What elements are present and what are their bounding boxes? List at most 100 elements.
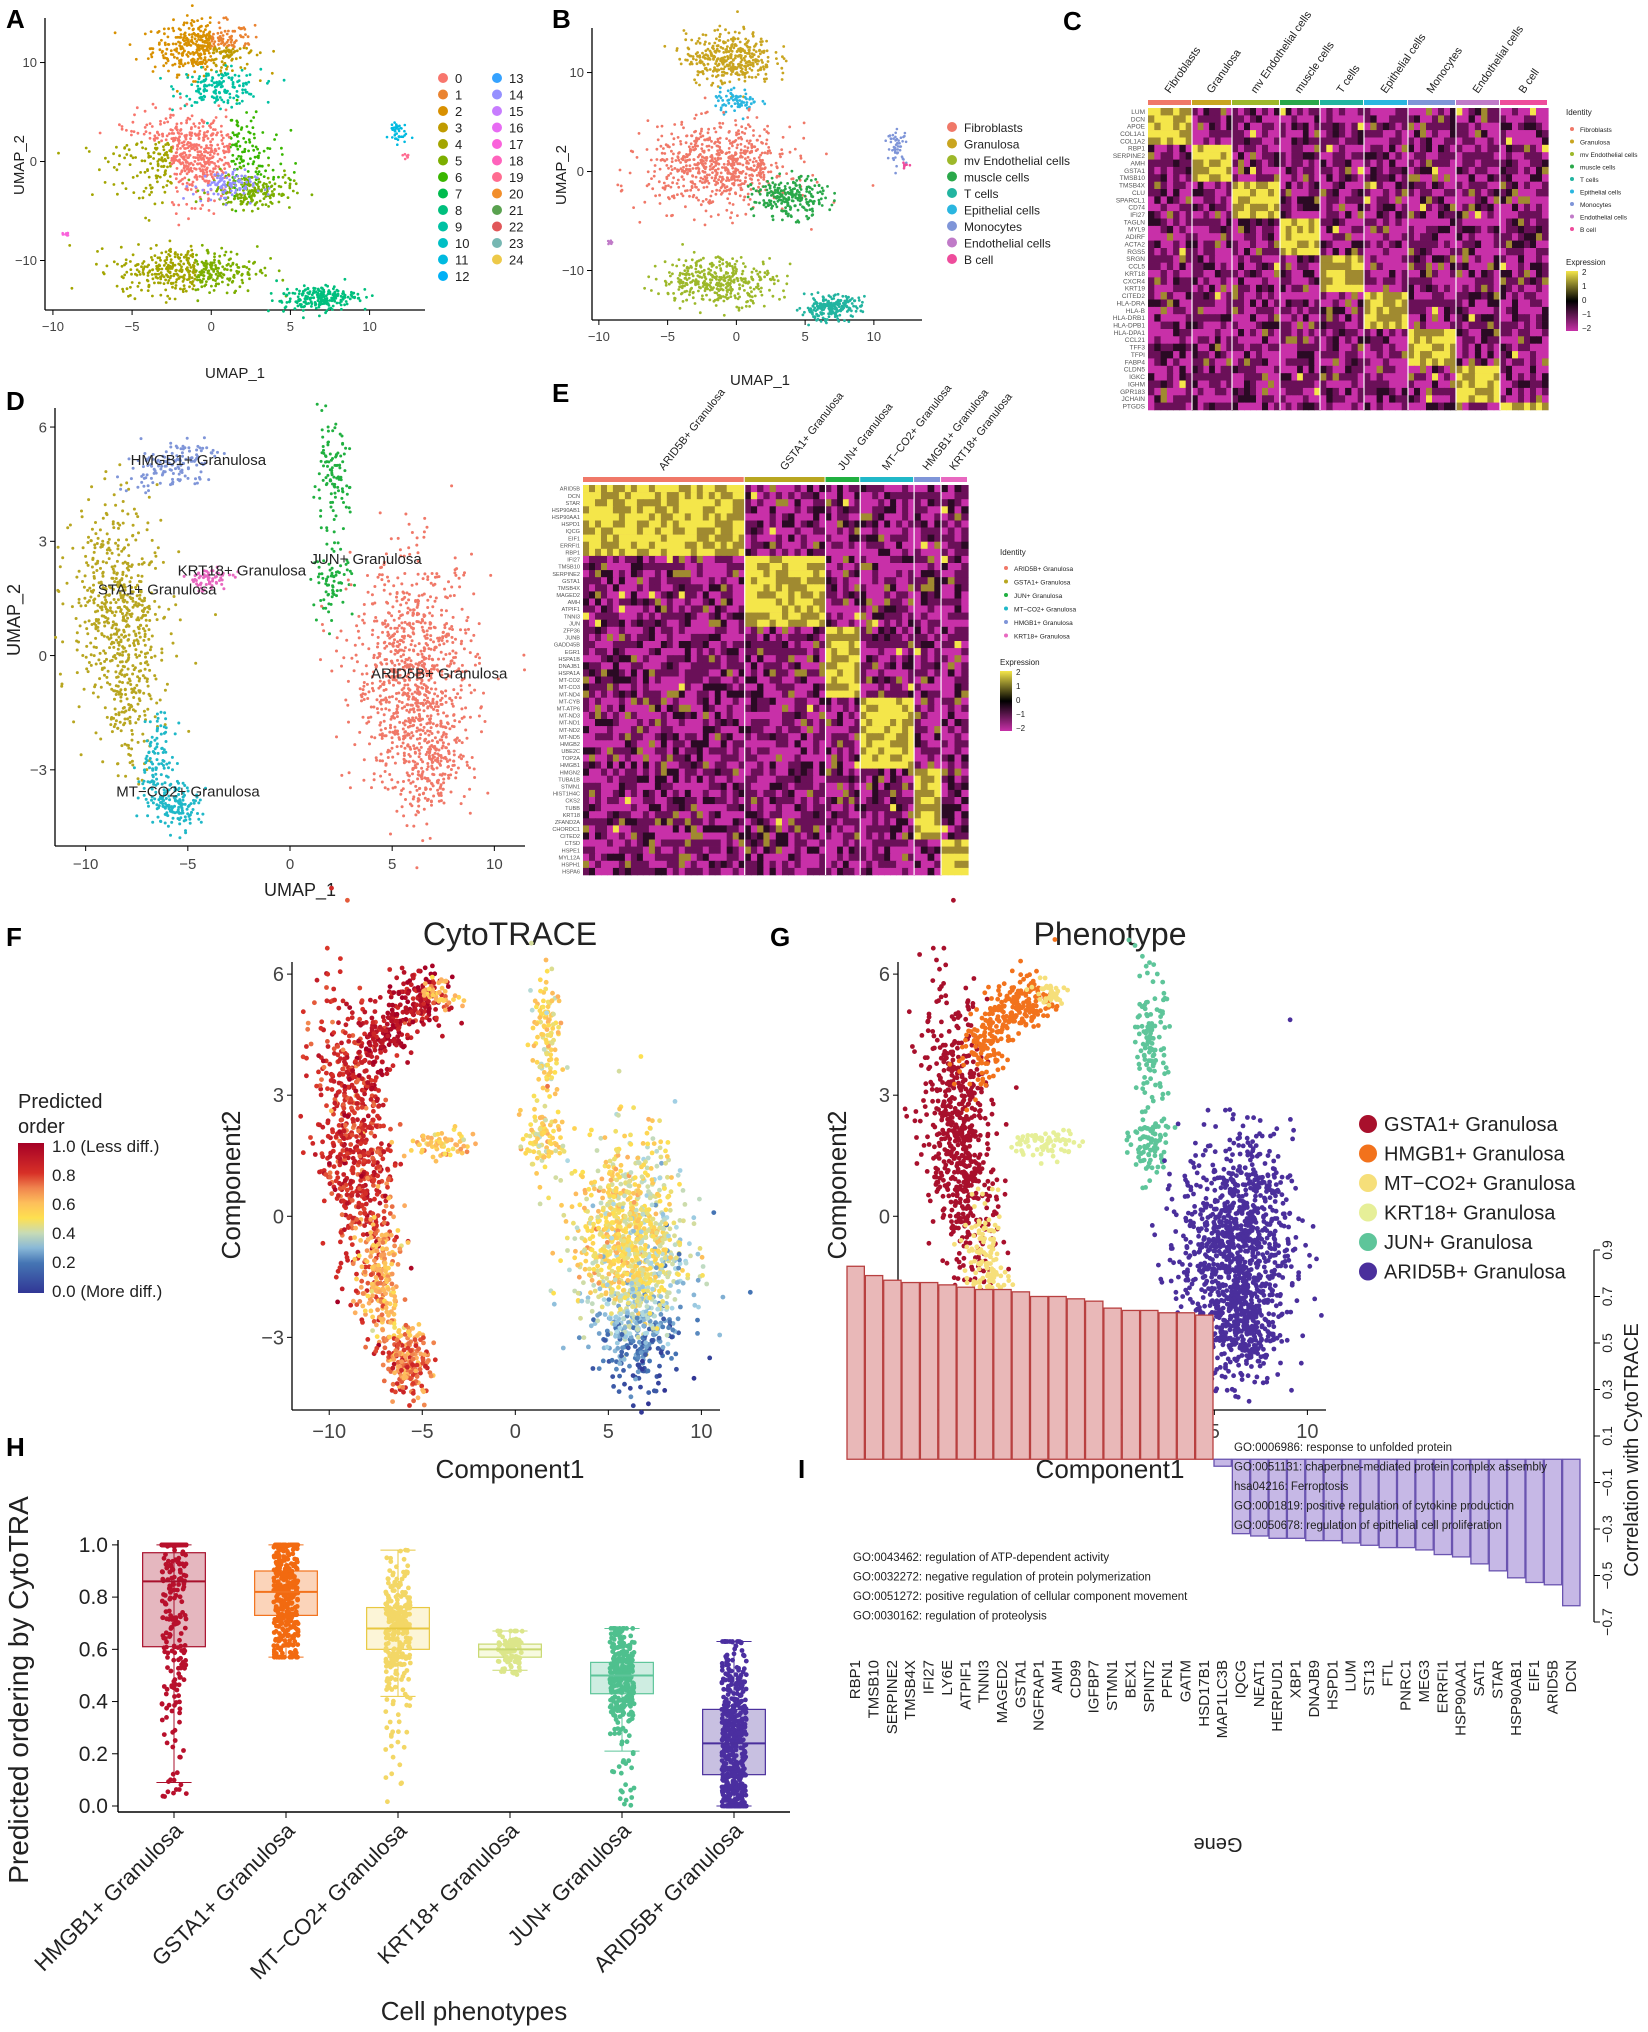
legend-swatch: [492, 255, 502, 265]
data-point: [719, 33, 722, 36]
data-point: [259, 200, 262, 203]
data-point: [289, 300, 292, 303]
data-point: [304, 288, 307, 291]
data-point: [226, 176, 229, 179]
data-point: [224, 30, 227, 33]
legend-swatch: [438, 90, 448, 100]
data-point: [230, 251, 233, 254]
data-point: [717, 74, 720, 77]
data-point: [259, 51, 262, 54]
data-point: [198, 45, 201, 48]
data-point: [210, 285, 213, 288]
data-point: [139, 273, 142, 276]
data-point: [213, 259, 216, 262]
data-point: [203, 285, 206, 288]
data-point: [192, 80, 195, 83]
data-point: [163, 282, 166, 285]
data-point: [278, 269, 281, 272]
data-point: [141, 159, 144, 162]
data-point: [240, 155, 243, 158]
data-point: [129, 163, 132, 166]
data-point: [115, 146, 118, 149]
data-point: [169, 114, 172, 117]
data-point: [253, 133, 256, 136]
data-point: [185, 121, 188, 124]
data-point: [151, 51, 154, 54]
data-point: [164, 191, 167, 194]
data-point: [176, 57, 179, 60]
data-point: [151, 167, 154, 170]
data-point: [247, 43, 250, 46]
legend-swatch: [492, 172, 502, 182]
data-point: [226, 33, 229, 36]
data-point: [220, 81, 223, 84]
data-point: [227, 151, 230, 154]
data-point: [122, 276, 125, 279]
data-point: [205, 180, 208, 183]
data-point: [155, 265, 158, 268]
data-point: [203, 95, 206, 98]
data-point: [282, 176, 285, 179]
data-point: [294, 300, 297, 303]
data-point: [179, 107, 182, 110]
data-point: [180, 170, 183, 173]
data-point: [153, 282, 156, 285]
data-point: [200, 57, 203, 60]
data-point: [176, 190, 179, 193]
data-point: [273, 188, 276, 191]
data-point: [759, 68, 762, 71]
data-point: [193, 70, 196, 73]
data-point: [202, 31, 205, 34]
data-point: [228, 44, 231, 47]
data-point: [152, 103, 155, 106]
data-point: [699, 42, 702, 45]
data-point: [247, 163, 250, 166]
data-point: [230, 44, 233, 47]
data-point: [205, 78, 208, 81]
data-point: [160, 165, 163, 168]
data-point: [184, 32, 187, 35]
data-point: [245, 111, 248, 114]
data-point: [714, 62, 717, 65]
data-point: [224, 185, 227, 188]
data-point: [211, 84, 214, 87]
data-point: [227, 101, 230, 104]
data-point: [730, 73, 733, 76]
data-point: [238, 84, 241, 87]
data-point: [403, 134, 406, 137]
data-point: [267, 193, 270, 196]
data-point: [209, 55, 212, 58]
legend-label: 3: [455, 121, 462, 136]
data-point: [185, 73, 188, 76]
data-point: [220, 77, 223, 80]
data-point: [714, 68, 717, 71]
data-point: [767, 60, 770, 63]
data-point: [698, 84, 701, 87]
data-point: [148, 176, 151, 179]
data-point: [199, 88, 202, 91]
data-point: [151, 295, 154, 298]
data-point: [99, 132, 102, 135]
data-point: [175, 177, 178, 180]
data-point: [150, 256, 153, 259]
data-point: [172, 43, 175, 46]
data-point: [192, 269, 195, 272]
data-point: [191, 207, 194, 210]
data-point: [256, 167, 259, 170]
data-point: [747, 39, 750, 42]
data-point: [698, 61, 701, 64]
data-point: [174, 156, 177, 159]
data-point: [165, 62, 168, 65]
data-point: [159, 259, 162, 262]
data-point: [164, 289, 167, 292]
data-point: [149, 162, 152, 165]
data-point: [122, 290, 125, 293]
data-point: [256, 245, 259, 248]
data-point: [177, 36, 180, 39]
data-point: [165, 301, 168, 304]
data-point: [713, 42, 716, 45]
data-point: [199, 156, 202, 159]
data-point: [288, 187, 291, 190]
data-point: [238, 187, 241, 190]
data-point: [277, 176, 280, 179]
